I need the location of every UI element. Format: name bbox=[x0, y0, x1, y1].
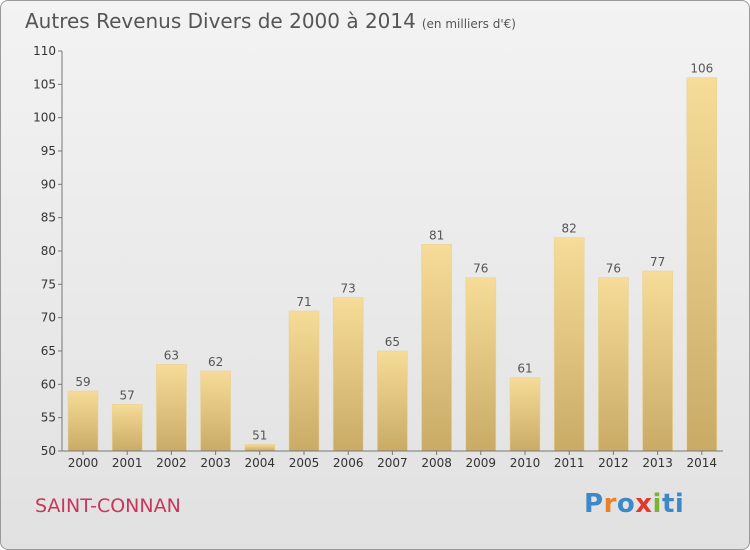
logo-letter: i bbox=[652, 489, 662, 519]
y-tick-label-55: 55 bbox=[41, 411, 56, 425]
x-tick-label-2012: 2012 bbox=[598, 456, 629, 470]
data-label-2008: 81 bbox=[429, 228, 444, 242]
chart-title-main: Autres Revenus Divers de 2000 à 2014 bbox=[25, 9, 416, 33]
bar-2009 bbox=[465, 277, 497, 452]
bar-2012 bbox=[598, 277, 629, 452]
bar-2001 bbox=[111, 404, 143, 452]
y-tick-label-70: 70 bbox=[41, 311, 56, 325]
data-label-2013: 77 bbox=[650, 255, 665, 269]
proxiti-logo[interactable]: Proxiti bbox=[584, 489, 684, 519]
x-tick-label-2001: 2001 bbox=[112, 456, 143, 470]
x-tick-label-2004: 2004 bbox=[245, 456, 276, 470]
data-label-2000: 59 bbox=[75, 375, 90, 389]
logo-letter: P bbox=[584, 489, 604, 519]
y-tick-label-60: 60 bbox=[41, 377, 56, 391]
x-tick-label-2007: 2007 bbox=[377, 456, 408, 470]
chart-title-unit: (en milliers d'€) bbox=[421, 17, 516, 31]
data-label-2005: 71 bbox=[296, 295, 311, 309]
logo-letter: i bbox=[674, 489, 685, 519]
y-tick-label-80: 80 bbox=[41, 244, 56, 258]
bar-2003 bbox=[200, 370, 231, 452]
data-label-2010: 61 bbox=[517, 362, 532, 376]
y-tick-label-50: 50 bbox=[41, 444, 56, 458]
data-label-2007: 65 bbox=[385, 335, 400, 349]
bar-2011 bbox=[553, 237, 585, 452]
bar-2010 bbox=[509, 377, 541, 452]
bars-group: 59 57 63 62 51 71 73 65 81 76 61 82 76 77 106 bbox=[67, 62, 718, 452]
bar-2008 bbox=[421, 244, 452, 452]
bar-2000 bbox=[67, 390, 99, 452]
chart-title: Autres Revenus Divers de 2000 à 2014 (en … bbox=[25, 9, 516, 33]
axes-group: 2000 2001 2002 2003 2004 2005 2006 2007 2008 2009… bbox=[33, 44, 723, 470]
bar-2004 bbox=[244, 444, 276, 452]
y-tick-label-100: 100 bbox=[33, 111, 56, 125]
data-label-2011: 82 bbox=[562, 222, 577, 236]
data-label-2014: 106 bbox=[690, 62, 713, 76]
x-tick-label-2005: 2005 bbox=[289, 456, 320, 470]
data-label-2012: 76 bbox=[606, 262, 621, 276]
y-tick-label-90: 90 bbox=[41, 177, 56, 191]
commune-name: SAINT-CONNAN bbox=[35, 495, 181, 517]
data-label-2001: 57 bbox=[120, 388, 135, 402]
x-tick-label-2008: 2008 bbox=[421, 456, 452, 470]
bar-2005 bbox=[288, 310, 320, 452]
y-tick-label-65: 65 bbox=[41, 344, 56, 358]
x-tick-label-2002: 2002 bbox=[156, 456, 187, 470]
y-tick-label-85: 85 bbox=[41, 211, 56, 225]
logo-letter: r bbox=[603, 489, 617, 519]
data-label-2006: 73 bbox=[341, 282, 356, 296]
bar-2006 bbox=[332, 297, 364, 452]
y-tick-label-105: 105 bbox=[33, 77, 56, 91]
x-tick-label-2003: 2003 bbox=[200, 456, 231, 470]
bar-2002 bbox=[156, 364, 187, 452]
logo-letter: t bbox=[661, 489, 675, 519]
x-tick-label-2013: 2013 bbox=[642, 456, 673, 470]
y-tick-label-75: 75 bbox=[41, 277, 56, 291]
y-tick-label-110: 110 bbox=[33, 44, 56, 58]
data-label-2002: 63 bbox=[164, 348, 179, 362]
logo-letter: o bbox=[616, 489, 636, 519]
bar-2014 bbox=[686, 77, 718, 452]
bar-2007 bbox=[377, 350, 408, 452]
data-label-2009: 76 bbox=[473, 262, 488, 276]
x-tick-label-2014: 2014 bbox=[687, 456, 718, 470]
data-label-2003: 62 bbox=[208, 355, 223, 369]
x-tick-label-2006: 2006 bbox=[333, 456, 364, 470]
x-tick-label-2010: 2010 bbox=[510, 456, 541, 470]
logo-letter: x bbox=[635, 489, 653, 519]
x-tick-label-2000: 2000 bbox=[68, 456, 99, 470]
y-tick-label-95: 95 bbox=[41, 144, 56, 158]
bar-2013 bbox=[642, 270, 673, 452]
data-label-2004: 51 bbox=[252, 428, 267, 442]
x-tick-label-2011: 2011 bbox=[554, 456, 585, 470]
x-tick-label-2009: 2009 bbox=[466, 456, 497, 470]
